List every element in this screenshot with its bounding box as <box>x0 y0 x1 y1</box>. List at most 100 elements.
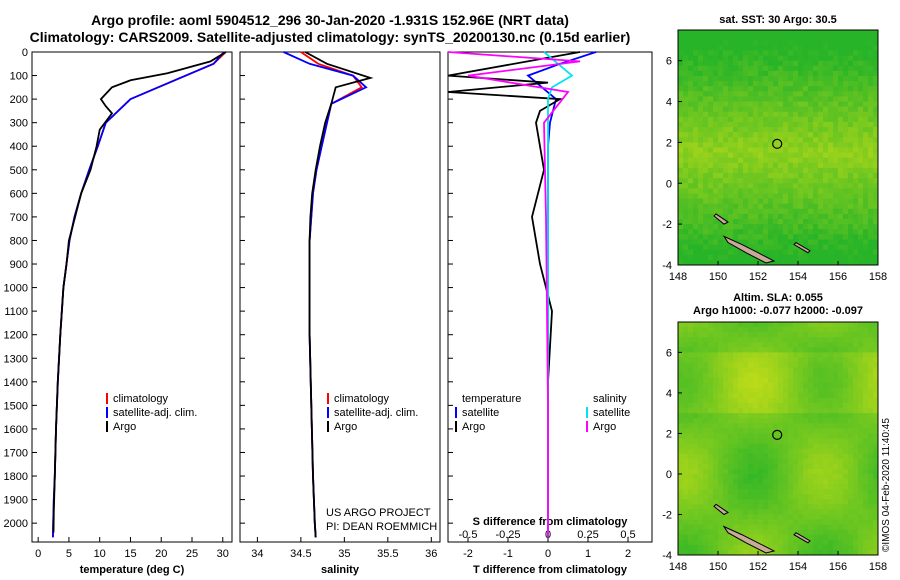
map-cell <box>858 403 864 409</box>
map-cell <box>843 127 849 133</box>
map-cell <box>703 433 709 439</box>
map-cell <box>853 96 859 102</box>
map-cell <box>818 443 824 450</box>
map-cell <box>848 529 854 536</box>
map-cell <box>858 468 864 475</box>
map-cell <box>773 413 779 419</box>
map-cell <box>863 463 869 470</box>
map-cell <box>743 423 749 429</box>
map-cell <box>698 116 704 123</box>
map-cell <box>728 244 734 251</box>
map-cell <box>758 489 764 495</box>
map-cell <box>778 377 784 384</box>
map-cell <box>713 188 719 194</box>
map-cell <box>793 433 799 439</box>
map-cell <box>748 198 754 205</box>
map-cell <box>758 188 764 194</box>
map-cell <box>698 203 704 210</box>
map-cell <box>723 322 729 328</box>
map-cell <box>848 332 854 338</box>
map-cell <box>833 116 839 123</box>
map-cell <box>773 127 779 133</box>
map-cell <box>768 70 774 77</box>
map-cell <box>688 322 694 328</box>
map-cell <box>713 65 719 72</box>
map-cell <box>808 438 814 445</box>
map-cell <box>838 91 844 97</box>
map-cell <box>678 106 684 113</box>
map-cell <box>798 499 804 505</box>
map-cell <box>848 213 854 220</box>
map-cell <box>698 362 704 369</box>
map-cell <box>823 453 829 460</box>
map-cell <box>693 458 699 465</box>
map-cell <box>708 342 714 348</box>
map-cell <box>743 173 749 179</box>
map-cell <box>778 352 784 358</box>
map-cell <box>803 208 809 215</box>
map-cell <box>693 198 699 205</box>
map-cell <box>693 534 699 541</box>
map-cell <box>788 347 794 353</box>
map-cell <box>823 408 829 414</box>
map-cell <box>708 55 714 62</box>
map-cell <box>678 81 684 87</box>
map-cell <box>843 157 849 164</box>
map-cell <box>858 408 864 414</box>
map-cell <box>738 337 744 343</box>
map-cell <box>818 479 824 485</box>
map-cell <box>838 332 844 338</box>
map-cell <box>813 352 819 358</box>
map-cell <box>838 127 844 133</box>
map-cell <box>863 332 869 338</box>
map-cell <box>703 342 709 348</box>
map-cell <box>823 152 829 159</box>
map-cell <box>743 463 749 470</box>
map-cell <box>868 142 874 148</box>
map-cell <box>823 213 829 220</box>
map-cell <box>778 244 784 251</box>
map-cell <box>843 519 849 526</box>
map-cell <box>873 524 879 531</box>
map-cell <box>828 398 834 404</box>
map-cell <box>783 468 789 475</box>
map-cell <box>868 70 874 77</box>
map-cell <box>683 372 689 379</box>
legend-salinity-heading: salinity <box>593 393 627 405</box>
map-cell <box>708 132 714 138</box>
map-cell <box>798 142 804 148</box>
map-cell <box>833 198 839 205</box>
map-cell <box>778 332 784 338</box>
map-cell <box>738 127 744 133</box>
map-cell <box>728 474 734 480</box>
map-cell <box>863 219 869 225</box>
map-cell <box>748 254 754 261</box>
map-cell <box>788 544 794 551</box>
legend-s-argo-swatch <box>586 421 588 432</box>
map-cell <box>823 474 829 480</box>
map-cell <box>683 494 689 500</box>
map-cell <box>778 60 784 67</box>
map-cell <box>828 327 834 333</box>
map-cell <box>758 249 764 256</box>
map-cell <box>868 50 874 56</box>
map-cell <box>763 377 769 384</box>
map-cell <box>853 494 859 500</box>
map-cell <box>688 162 694 169</box>
map-cell <box>823 65 829 72</box>
map-cell <box>873 254 879 261</box>
map-cell <box>733 479 739 485</box>
map-cell <box>838 347 844 353</box>
map-cell <box>698 178 704 184</box>
map-cell <box>708 208 714 215</box>
map-cell <box>778 86 784 92</box>
map-cell <box>823 122 829 128</box>
map-cell <box>678 474 684 480</box>
map-cell <box>773 142 779 148</box>
map-cell <box>763 534 769 541</box>
map-cell <box>723 392 729 399</box>
map-cell <box>853 50 859 56</box>
legend-climatology: climatology <box>334 393 390 405</box>
map-cell <box>843 106 849 113</box>
map-x-tick-label: 158 <box>869 271 887 283</box>
